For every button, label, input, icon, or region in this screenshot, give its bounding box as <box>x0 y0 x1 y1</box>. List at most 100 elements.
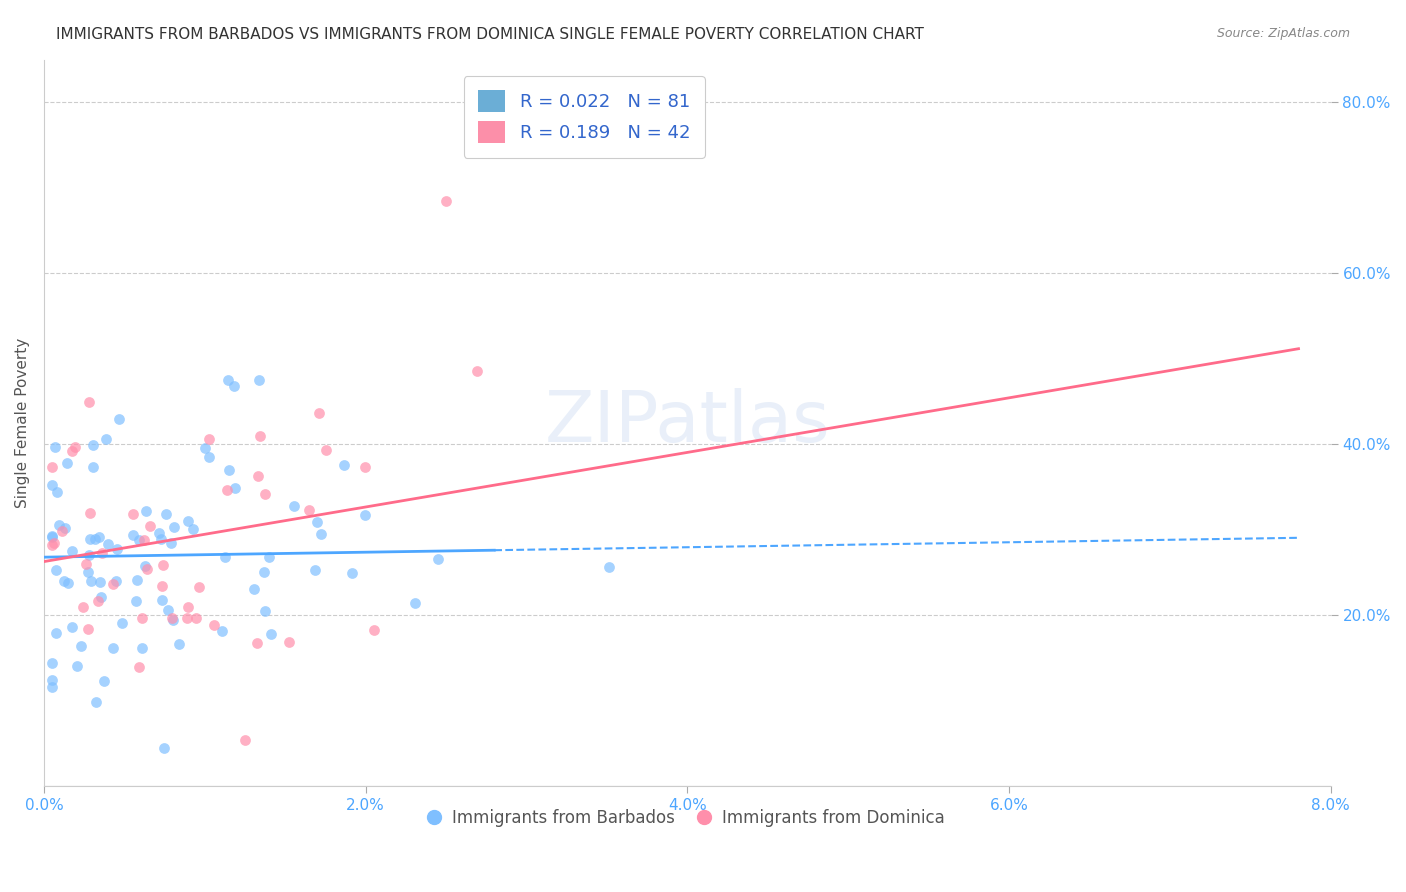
Point <box>150 579 173 593</box>
Point <box>82 459 104 474</box>
Point <box>101 577 124 591</box>
Point <box>82 438 104 452</box>
Point <box>90 546 112 560</box>
Point <box>159 536 181 550</box>
Point <box>41 538 63 552</box>
Point <box>90 590 112 604</box>
Point <box>162 611 184 625</box>
Point <box>96 432 118 446</box>
Point <box>150 592 173 607</box>
Point <box>177 599 200 614</box>
Point <box>41 680 63 694</box>
Point <box>45 626 67 640</box>
Point <box>224 481 246 495</box>
Point <box>77 395 100 409</box>
Point <box>136 562 159 576</box>
Point <box>62 544 84 558</box>
Point <box>41 657 63 671</box>
Point <box>186 611 208 625</box>
Point <box>257 549 280 564</box>
Point <box>254 487 277 501</box>
Point <box>148 525 170 540</box>
Point <box>41 459 63 474</box>
Point <box>75 557 97 571</box>
Point <box>188 580 211 594</box>
Point <box>434 194 457 208</box>
Point <box>246 636 269 650</box>
Point <box>51 524 73 538</box>
Point <box>218 463 240 477</box>
Point <box>243 582 266 596</box>
Text: Source: ZipAtlas.com: Source: ZipAtlas.com <box>1216 27 1350 40</box>
Point <box>254 604 277 618</box>
Point <box>128 660 150 674</box>
Point <box>309 526 332 541</box>
Point <box>79 532 101 546</box>
Point <box>363 623 385 637</box>
Point <box>156 603 179 617</box>
Point <box>77 549 100 563</box>
Point <box>70 639 93 653</box>
Point <box>176 610 198 624</box>
Point <box>41 528 63 542</box>
Point <box>41 478 63 492</box>
Point <box>298 503 321 517</box>
Text: ZIPatlas: ZIPatlas <box>544 388 830 458</box>
Point <box>304 563 326 577</box>
Point <box>152 558 174 573</box>
Point <box>77 622 100 636</box>
Point <box>93 673 115 688</box>
Point <box>177 514 200 528</box>
Point <box>77 565 100 579</box>
Point <box>202 618 225 632</box>
Point <box>315 442 337 457</box>
Point <box>354 460 377 475</box>
Point <box>105 574 128 589</box>
Point <box>217 483 239 497</box>
Point <box>246 469 269 483</box>
Point <box>162 613 184 627</box>
Point <box>80 574 103 588</box>
Point <box>121 528 143 542</box>
Point <box>181 522 204 536</box>
Point <box>134 559 156 574</box>
Point <box>53 521 76 535</box>
Point <box>354 508 377 522</box>
Point <box>79 506 101 520</box>
Point <box>45 484 67 499</box>
Point <box>308 406 330 420</box>
Point <box>89 574 111 589</box>
Point <box>125 593 148 607</box>
Point <box>122 507 145 521</box>
Point <box>83 532 105 546</box>
Point <box>333 458 356 473</box>
Text: IMMIGRANTS FROM BARBADOS VS IMMIGRANTS FROM DOMINICA SINGLE FEMALE POVERTY CORRE: IMMIGRANTS FROM BARBADOS VS IMMIGRANTS F… <box>56 27 924 42</box>
Point <box>108 412 131 426</box>
Point <box>56 575 79 590</box>
Point <box>277 635 299 649</box>
Point <box>598 560 620 574</box>
Point <box>44 441 66 455</box>
Point <box>45 563 67 577</box>
Legend: Immigrants from Barbados, Immigrants from Dominica: Immigrants from Barbados, Immigrants fro… <box>422 801 953 836</box>
Point <box>249 429 271 443</box>
Point <box>63 440 86 454</box>
Point <box>97 537 120 551</box>
Point <box>340 566 363 580</box>
Point <box>105 542 128 557</box>
Point <box>52 574 75 588</box>
Point <box>465 364 488 378</box>
Point <box>128 533 150 547</box>
Point <box>87 530 110 544</box>
Point <box>152 740 174 755</box>
Point <box>125 574 148 588</box>
Point <box>42 535 65 549</box>
Point <box>66 658 89 673</box>
Point <box>132 533 155 548</box>
Point <box>233 732 256 747</box>
Point <box>72 599 94 614</box>
Point <box>197 450 219 464</box>
Point <box>149 532 172 546</box>
Point <box>60 620 83 634</box>
Point <box>135 504 157 518</box>
